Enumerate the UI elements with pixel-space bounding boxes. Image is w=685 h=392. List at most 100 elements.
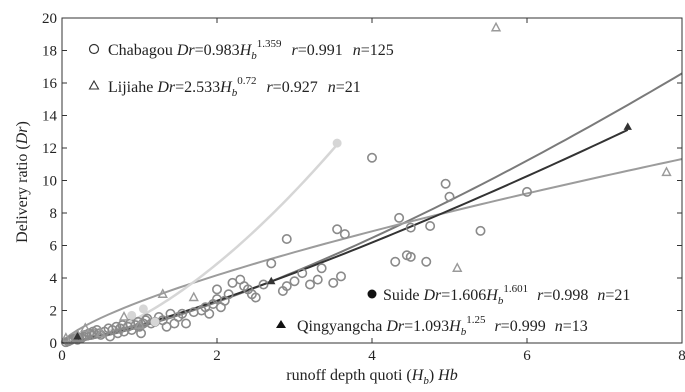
legend-suide-marker	[367, 289, 377, 299]
y-axis-title-close: )	[14, 121, 31, 126]
fit-curves	[61, 72, 683, 345]
legend-lijiahe-h: H	[219, 79, 233, 96]
legend-lijiahe-r: r	[266, 79, 273, 96]
legend-suide-n: n	[597, 287, 605, 304]
legend-chabagou-rval: =0.991	[298, 42, 343, 59]
point-suide	[127, 310, 137, 320]
point-chabagou	[289, 276, 300, 287]
legend-chabagou-coef: =0.983	[195, 42, 240, 59]
legend-suide: Suide Dr=1.606Hb1.601 r=0.998 n=21	[367, 283, 630, 307]
legend-lijiahe: Lijiahe Dr=2.533Hb0.72 r=0.927 n=21	[88, 75, 361, 99]
data-points	[60, 21, 672, 348]
point-qingyangcha	[623, 122, 632, 130]
point-lijiahe	[157, 288, 168, 298]
point-chabagou	[204, 308, 215, 319]
point-chabagou	[177, 308, 188, 319]
legend-lijiahe-rval: =0.927	[273, 79, 318, 96]
point-chabagou	[140, 315, 151, 326]
y-tick-label: 20	[42, 11, 57, 27]
legend-qingyangcha-nval: =13	[563, 318, 588, 335]
y-axis-title-var: Dr	[14, 126, 31, 146]
legend-qingyangcha-n: n	[555, 318, 563, 335]
point-chabagou	[223, 289, 234, 300]
legend-qingyangcha-exp: 1.25	[466, 314, 486, 326]
point-chabagou	[297, 268, 308, 279]
point-lijiahe	[452, 262, 463, 272]
point-chabagou	[339, 229, 350, 240]
point-lijiahe	[118, 311, 130, 321]
point-chabagou	[258, 279, 269, 290]
point-chabagou	[316, 263, 327, 274]
point-chabagou	[421, 256, 432, 267]
legend-chabagou-name: Chabagou	[108, 42, 173, 59]
y-tick-label: 18	[42, 44, 57, 60]
point-lijiahe	[95, 327, 106, 337]
y-tick-label: 10	[42, 174, 57, 190]
x-axis-title-tail: Hb	[437, 367, 458, 384]
point-chabagou	[136, 328, 147, 339]
x-axis-title-var: H	[411, 367, 425, 384]
point-chabagou	[312, 274, 323, 285]
y-tick-label: 12	[42, 141, 57, 157]
legend-lijiahe-coef: =2.533	[175, 79, 220, 96]
point-lijiahe	[661, 166, 672, 177]
legend-lijiahe-label: Lijiahe Dr=2.533Hb0.72 r=0.927 n=21	[108, 75, 361, 99]
y-tick-label: 8	[50, 206, 58, 222]
legend-lijiahe-marker	[88, 79, 100, 90]
point-chabagou	[440, 178, 451, 189]
x-tick-label: 6	[523, 348, 531, 364]
legend-suide-r: r	[537, 287, 544, 304]
legend-chabagou-label: Chabagou Dr=0.983Hb1.359 r=0.991 n=125	[108, 38, 394, 62]
y-tick-label: 16	[42, 76, 58, 92]
legend-qingyangcha-h: H	[448, 318, 462, 335]
legend-suide-exp: 1.601	[503, 283, 528, 295]
point-lijiahe	[134, 319, 145, 329]
legend-chabagou-exp: 1.359	[257, 38, 282, 50]
legend-qingyangcha-label: Qingyangcha Dr=1.093Hb1.25 r=0.999 n=13	[297, 314, 588, 338]
legend-suide-sub: b	[498, 295, 504, 307]
legend-lijiahe-nval: =21	[336, 79, 361, 96]
legend-chabagou-n: n	[353, 42, 361, 59]
point-chabagou	[521, 186, 532, 197]
legend-qingyangcha-sub: b	[461, 326, 467, 338]
y-tick-label: 4	[50, 271, 58, 287]
legend-qingyangcha-dr: Dr	[385, 318, 405, 335]
point-chabagou	[405, 222, 416, 233]
point-chabagou	[112, 328, 123, 339]
point-lijiahe	[60, 332, 72, 342]
point-chabagou	[281, 234, 292, 245]
point-suide	[332, 138, 342, 148]
legend-chabagou-marker	[88, 43, 100, 55]
fit-curve-lijiahe	[61, 158, 683, 344]
legend-suide-coef: =1.606	[441, 287, 486, 304]
point-lijiahe	[188, 291, 199, 302]
legend-lijiahe-dr: Dr	[156, 79, 176, 96]
x-tick-label: 2	[213, 348, 221, 364]
y-tick-label: 6	[50, 239, 58, 255]
legend-lijiahe-name: Lijiahe	[108, 79, 153, 96]
point-chabagou	[266, 258, 277, 269]
point-chabagou	[181, 318, 192, 329]
point-chabagou	[475, 225, 486, 236]
ticks: 0 2 4 6 8 0 2 4 6 8 10 12 14 16 18 20	[42, 11, 685, 364]
fit-curve-suide	[61, 143, 339, 345]
legend-lijiahe-sub: b	[232, 87, 238, 99]
y-tick-label: 0	[50, 336, 58, 352]
legend-chabagou-h: H	[239, 42, 253, 59]
y-tick-label: 14	[42, 109, 58, 125]
x-axis-title: runoff depth quoti (Hb) Hb	[286, 367, 457, 387]
point-chabagou	[444, 191, 455, 202]
legend-chabagou-r: r	[292, 42, 299, 59]
point-chabagou	[390, 256, 401, 267]
x-tick-label: 0	[58, 348, 66, 364]
legend-qingyangcha-coef: =1.093	[404, 318, 449, 335]
point-chabagou	[328, 277, 339, 288]
point-chabagou	[335, 271, 346, 282]
legend-qingyangcha: Qingyangcha Dr=1.093Hb1.25 r=0.999 n=13	[276, 314, 588, 338]
point-chabagou	[250, 292, 261, 303]
point-chabagou	[366, 152, 377, 163]
fit-curve-chabagou	[61, 72, 683, 344]
point-chabagou	[332, 224, 343, 235]
legend-qingyangcha-marker	[276, 320, 286, 328]
